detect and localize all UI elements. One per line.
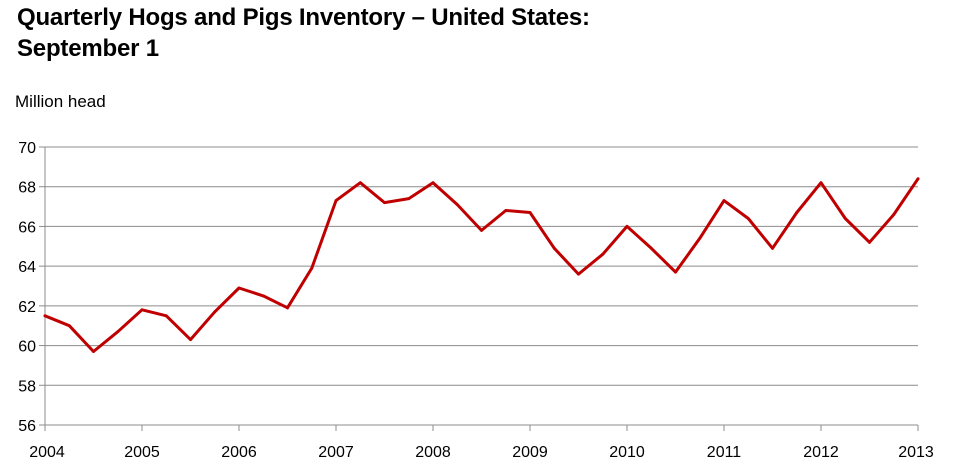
- axes: [44, 147, 918, 426]
- data-point-0-31: [795, 211, 799, 214]
- data-point-0-33: [843, 217, 847, 220]
- data-point-0-32: [819, 181, 823, 185]
- data-point-0-14: [383, 201, 386, 205]
- y-tick-label-58: 58: [18, 378, 36, 395]
- x-tick-label-2011: 2011: [707, 444, 742, 461]
- data-point-0-27: [698, 236, 702, 240]
- data-point-0-23: [601, 252, 605, 256]
- data-point-0-35: [892, 213, 896, 216]
- x-tick-label-2010: 2010: [609, 444, 645, 461]
- data-point-0-8: [237, 286, 241, 290]
- data-point-0-22: [577, 272, 580, 276]
- chart-title-line-1: Quarterly Hogs and Pigs Inventory – Unit…: [17, 4, 590, 31]
- data-point-0-25: [649, 246, 653, 250]
- data-point-0-5: [164, 314, 168, 318]
- y-tick-label-70: 70: [18, 140, 36, 157]
- x-tick-label-2013: 2013: [898, 444, 934, 461]
- data-point-0-29: [746, 217, 750, 220]
- data-point-0-28: [722, 199, 726, 203]
- x-tick-label-2004: 2004: [29, 444, 65, 461]
- data-point-0-26: [674, 270, 677, 274]
- data-point-0-13: [358, 181, 362, 185]
- y-tick-label-68: 68: [18, 180, 36, 197]
- data-point-0-34: [868, 240, 871, 244]
- x-tick-label-2006: 2006: [221, 444, 257, 461]
- data-point-0-4: [140, 308, 144, 312]
- x-tick-label-2007: 2007: [318, 444, 354, 461]
- data-point-0-10: [286, 306, 289, 310]
- data-point-0-24: [625, 225, 629, 228]
- data-point-0-9: [261, 294, 265, 298]
- data-point-0-12: [334, 199, 338, 203]
- y-tick-label-60: 60: [18, 339, 36, 356]
- data-point-0-1: [67, 324, 71, 328]
- data-point-0-19: [504, 209, 508, 212]
- data-point-0-30: [771, 246, 774, 250]
- data-point-0-11: [310, 266, 314, 270]
- y-tick-label-64: 64: [18, 259, 36, 276]
- data-point-0-6: [189, 338, 192, 342]
- data-point-0-3: [116, 330, 120, 334]
- x-tick-label-2005: 2005: [124, 444, 160, 461]
- data-point-0-20: [528, 211, 532, 214]
- x-tick-label-2009: 2009: [512, 444, 548, 461]
- data-point-0-15: [407, 197, 411, 201]
- chart-title-line-2: September 1: [17, 35, 159, 62]
- x-tick-label-2012: 2012: [803, 444, 839, 461]
- chart-title: Quarterly Hogs and Pigs Inventory – Unit…: [17, 2, 590, 64]
- x-tick-label-2008: 2008: [415, 444, 451, 461]
- y-tick-label-62: 62: [18, 299, 36, 316]
- y-tick-label-56: 56: [18, 418, 36, 435]
- data-point-0-2: [92, 350, 95, 353]
- data-point-0-16: [431, 181, 435, 185]
- data-point-0-36: [916, 177, 920, 181]
- y-axis-unit-label: Million head: [15, 92, 106, 111]
- data-point-0-0: [43, 314, 47, 318]
- series-layer: [43, 177, 920, 353]
- y-tick-label-66: 66: [18, 219, 36, 236]
- y-axis-ticks: 56 58 60 62 64 66 68 70: [18, 140, 45, 435]
- data-point-0-7: [213, 310, 217, 314]
- data-point-0-21: [552, 246, 556, 250]
- series-line-0: [43, 177, 920, 353]
- data-point-0-17: [455, 203, 459, 206]
- data-point-0-18: [480, 229, 483, 232]
- gridlines: [45, 146, 918, 386]
- x-axis-ticks: 2004 2005 2006 2007 2008 2009 2010 2011 2012 2013: [29, 425, 934, 461]
